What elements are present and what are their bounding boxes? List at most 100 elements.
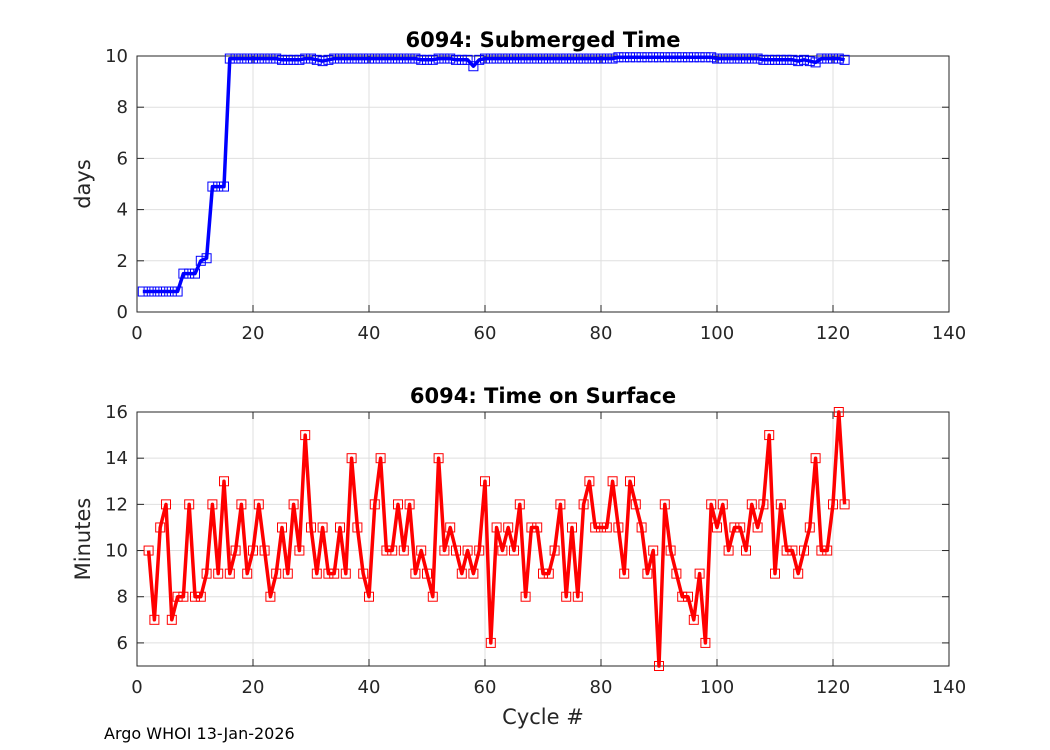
submerged-data-point: [329, 53, 340, 64]
surface-x-tick-label: 60: [474, 677, 497, 698]
submerged-data-point: [572, 53, 583, 64]
surface-data-point: [213, 568, 224, 579]
submerged-time-chart: 0 20 40 60 80 100 120 140 0 2 4 6 8 10 6094: Submerged…: [71, 28, 966, 344]
submerged-data-point: [688, 52, 699, 63]
submerged-data-point: [219, 181, 229, 192]
submerged-data-point: [596, 53, 606, 64]
surface-data-point: [717, 499, 728, 510]
submerged-data-point: [683, 52, 693, 63]
surface-x-tick-label: 80: [590, 677, 613, 698]
submerged-data-point: [300, 53, 311, 64]
submerged-data-point: [346, 53, 357, 64]
submerged-data-point: [613, 52, 624, 63]
submerged-data-point: [195, 255, 206, 266]
submerged-data-point: [810, 57, 821, 68]
submerged-data-point: [207, 181, 218, 192]
surface-data-point: [775, 499, 786, 510]
surface-data-point: [300, 430, 311, 441]
submerged-data-point: [619, 52, 630, 63]
surface-data-point: [625, 476, 635, 487]
submerged-data-point: [659, 52, 670, 63]
surface-data-point: [439, 545, 450, 556]
submerged-data-point: [567, 53, 577, 64]
submerged-data-point: [277, 54, 287, 65]
submerged-data-point: [364, 53, 374, 64]
surface-data-point: [381, 545, 392, 556]
surface-data-point: [613, 522, 624, 533]
surface-data-point: [729, 522, 740, 533]
submerged-data-point: [717, 53, 728, 64]
submerged-data-point: [166, 286, 177, 297]
surface-x-tick-label: 20: [242, 677, 265, 698]
submerged-data-point: [735, 53, 746, 64]
surface-data-point: [230, 545, 241, 556]
submerged-data-point: [665, 52, 676, 63]
surface-data-point: [584, 476, 595, 487]
surface-data-point: [155, 522, 166, 533]
surface-data-point: [694, 568, 705, 579]
surface-data-point: [799, 545, 809, 556]
surface-data-point: [346, 453, 357, 464]
surface-data-point: [567, 522, 577, 533]
surface-data-point: [683, 591, 693, 602]
submerged-data-point: [224, 53, 235, 64]
submerged-data-point: [352, 53, 363, 64]
surface-data-point: [288, 499, 299, 510]
surface-data-point: [242, 568, 253, 579]
surface-data-point: [497, 545, 508, 556]
submerged-data-point: [317, 56, 328, 67]
surface-data-point: [723, 545, 734, 556]
submerged-data-point: [793, 56, 804, 67]
submerged-data-point: [253, 53, 264, 64]
surface-data-point: [340, 568, 351, 579]
submerged-data-point: [155, 286, 166, 297]
submerged-chart-title: 6094: Submerged Time: [405, 28, 680, 52]
surface-data-point: [532, 522, 543, 533]
surface-data-point: [462, 545, 473, 556]
surface-x-tick-label: 40: [358, 677, 381, 698]
submerged-data-point: [839, 54, 850, 65]
submerged-data-point: [590, 53, 601, 64]
submerged-data-point: [288, 54, 299, 65]
submerged-x-tick-label: 120: [816, 323, 850, 344]
submerged-y-axis-label: days: [71, 159, 95, 209]
surface-data-point: [688, 614, 699, 625]
surface-chart-title: 6094: Time on Surface: [410, 384, 676, 408]
submerged-y-tick-label: 10: [105, 46, 128, 67]
surface-data-point: [509, 545, 519, 556]
submerged-data-point: [381, 53, 392, 64]
submerged-axes-frame: [136, 55, 950, 313]
surface-data-point: [764, 430, 775, 441]
surface-data-point: [793, 568, 804, 579]
submerged-data-point: [282, 54, 293, 65]
submerged-data-point: [404, 53, 415, 64]
surface-data-point: [143, 545, 154, 556]
surface-data-point: [746, 499, 757, 510]
surface-data-point: [259, 545, 270, 556]
surface-data-point: [758, 499, 769, 510]
submerged-data-point: [642, 52, 653, 63]
submerged-data-point: [149, 286, 160, 297]
submerged-plot-area: [137, 56, 949, 312]
surface-x-tick-label: 0: [131, 677, 142, 698]
submerged-data-point: [259, 53, 270, 64]
surface-data-point: [184, 499, 195, 510]
submerged-data-point: [427, 54, 438, 65]
submerged-data-point: [416, 54, 427, 65]
surface-data-point: [404, 499, 415, 510]
surface-data-point: [514, 499, 525, 510]
surface-data-point: [433, 453, 444, 464]
submerged-data-point: [503, 53, 514, 64]
submerged-data-point: [236, 53, 247, 64]
submerged-y-tick-label: 2: [117, 251, 128, 272]
submerged-data-point: [532, 53, 543, 64]
surface-data-point: [329, 568, 340, 579]
submerged-data-point: [387, 53, 398, 64]
surface-data-point: [219, 476, 229, 487]
surface-data-point: [810, 453, 821, 464]
surface-data-point: [172, 591, 183, 602]
submerged-data-point: [242, 53, 253, 64]
surface-data-point: [804, 522, 815, 533]
surface-data-point: [387, 545, 398, 556]
